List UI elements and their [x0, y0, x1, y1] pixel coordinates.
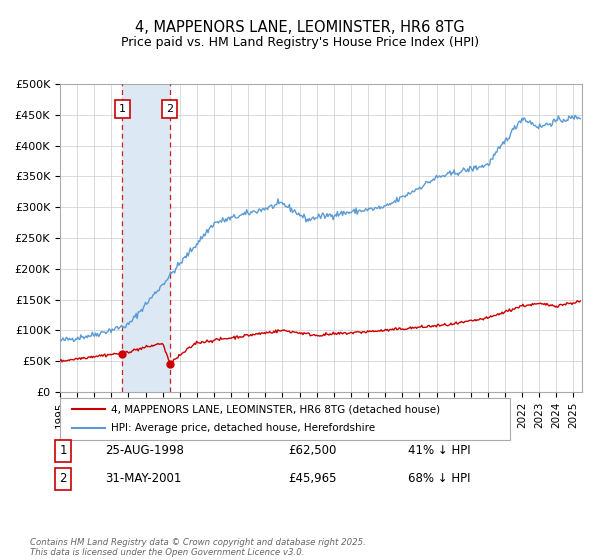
Text: £45,965: £45,965	[288, 472, 337, 486]
Bar	[122, 84, 170, 392]
Text: 4, MAPPENORS LANE, LEOMINSTER, HR6 8TG: 4, MAPPENORS LANE, LEOMINSTER, HR6 8TG	[135, 20, 465, 35]
Text: 1: 1	[59, 444, 67, 458]
Text: HPI: Average price, detached house, Herefordshire: HPI: Average price, detached house, Here…	[111, 423, 375, 433]
Text: 68% ↓ HPI: 68% ↓ HPI	[408, 472, 470, 486]
Text: 2: 2	[166, 104, 173, 114]
Text: Contains HM Land Registry data © Crown copyright and database right 2025.
This d: Contains HM Land Registry data © Crown c…	[30, 538, 366, 557]
Text: 1: 1	[119, 104, 126, 114]
Text: 2: 2	[59, 472, 67, 486]
Text: 4, MAPPENORS LANE, LEOMINSTER, HR6 8TG (detached house): 4, MAPPENORS LANE, LEOMINSTER, HR6 8TG (…	[111, 404, 440, 414]
Text: 25-AUG-1998: 25-AUG-1998	[105, 444, 184, 458]
Text: 41% ↓ HPI: 41% ↓ HPI	[408, 444, 470, 458]
Text: 31-MAY-2001: 31-MAY-2001	[105, 472, 181, 486]
Text: £62,500: £62,500	[288, 444, 337, 458]
Text: Price paid vs. HM Land Registry's House Price Index (HPI): Price paid vs. HM Land Registry's House …	[121, 36, 479, 49]
